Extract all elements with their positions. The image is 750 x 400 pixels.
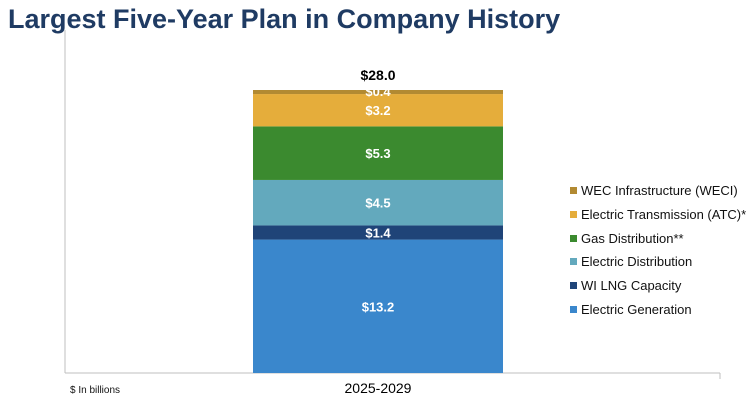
legend-item: WI LNG Capacity [570, 274, 746, 298]
legend-swatch [570, 282, 577, 290]
legend-label: Electric Generation [581, 301, 692, 317]
legend-swatch [570, 305, 577, 313]
bar-segment-gas-distribution [253, 126, 503, 180]
legend-item: Electric Transmission (ATC)* [570, 203, 746, 227]
bar-segment-wi-lng-capacity [253, 225, 503, 240]
bar-segment-electric-generation [253, 239, 503, 373]
data-label-electric-transmission-atc: $3.2 [365, 103, 390, 118]
legend-item: WEC Infrastructure (WECI) [570, 179, 746, 203]
bar-segment-electric-distribution [253, 179, 503, 226]
legend-swatch [570, 211, 577, 219]
legend-label: Electric Transmission (ATC)* [581, 207, 747, 223]
legend-swatch [570, 258, 577, 266]
legend-label: Electric Distribution [581, 254, 693, 270]
data-label-electric-distribution: $4.5 [365, 196, 390, 211]
legend-swatch [570, 234, 577, 242]
total-label: $28.0 [360, 67, 395, 83]
legend-label: WEC Infrastructure (WECI) [581, 183, 738, 199]
bar-segment-wec-infrastructure-weci [253, 90, 503, 95]
bar-segment-electric-transmission-atc [253, 94, 503, 127]
legend-item: Electric Generation [570, 297, 746, 321]
x-tick-label: 2025-2029 [345, 380, 412, 396]
legend-item: Gas Distribution** [570, 226, 746, 250]
data-label-wi-lng-capacity: $1.4 [365, 226, 391, 241]
data-label-wec-infrastructure-weci: $0.4 [365, 84, 391, 99]
chart-legend: WEC Infrastructure (WECI) Electric Transm… [570, 179, 746, 321]
legend-item: Electric Distribution [570, 250, 746, 274]
data-label-electric-generation: $13.2 [362, 299, 395, 314]
unit-note: $ In billions [70, 385, 121, 396]
slide-title: Largest Five-Year Plan in Company Histor… [8, 4, 561, 34]
data-label-gas-distribution: $5.3 [365, 146, 390, 161]
legend-label: Gas Distribution** [581, 230, 684, 246]
legend-swatch [570, 187, 577, 195]
legend-label: WI LNG Capacity [581, 278, 682, 294]
